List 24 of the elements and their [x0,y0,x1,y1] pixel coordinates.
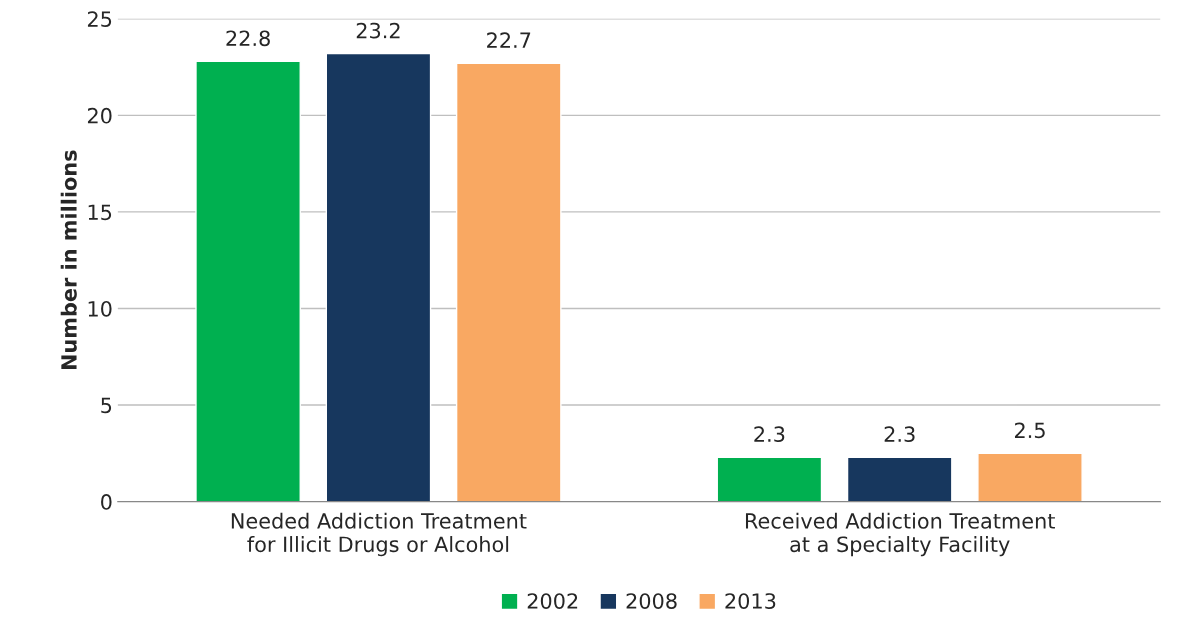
bar [716,456,823,502]
data-label: 2.3 [884,426,915,443]
bar [195,60,301,502]
y-tick-label: 10 [88,300,112,317]
bar [455,62,562,502]
y-tick-label: 5 [101,397,112,414]
y-axis-title: Number in millions [60,150,77,370]
bar [846,456,953,502]
data-label: 22.7 [487,32,531,48]
data-label: 23.2 [356,22,400,39]
x-tick-label: Needed Addiction Treatment for Illicit Drugs or Alcohol [231,512,527,557]
bar [325,52,432,502]
legend-label: 2013 [725,593,776,609]
y-tick-label: 25 [87,11,112,28]
data-label: 22.8 [226,30,270,47]
x-tick-label: Received Addiction Treatment at a Specialty Facility [745,512,1055,557]
y-tick-label: 15 [88,204,112,221]
legend-label: 2008 [626,593,677,609]
y-tick-label: 20 [87,107,112,124]
bar [977,452,1083,502]
y-tick-label: 0 [101,494,112,510]
data-label: 2.3 [754,426,785,443]
legend-label: 2002 [527,593,578,609]
data-label: 2.5 [1014,422,1045,439]
